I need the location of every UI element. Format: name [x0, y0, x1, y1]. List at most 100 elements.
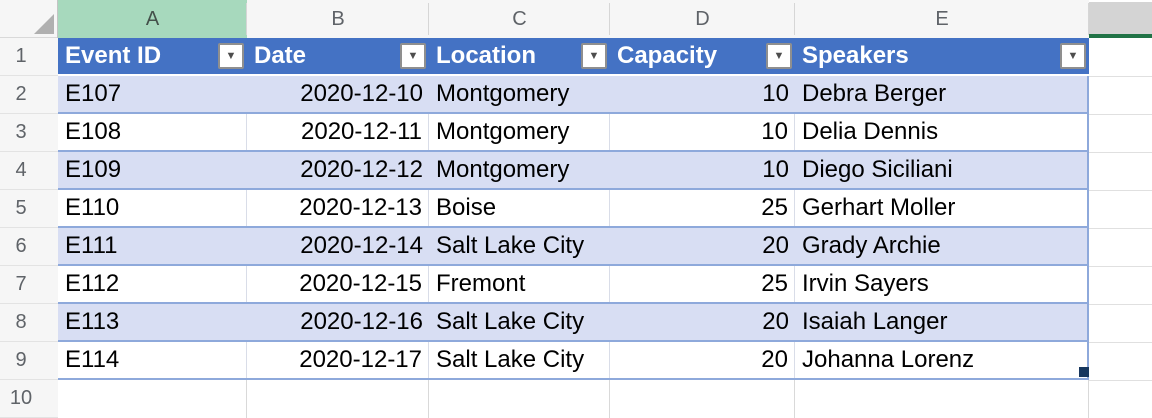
gridline [1089, 380, 1152, 381]
row-header-8[interactable]: 8 [0, 304, 58, 342]
column-header-B[interactable]: B [247, 0, 429, 38]
cell-A3[interactable]: E108 [58, 114, 247, 150]
gridline [1089, 342, 1152, 343]
cell-D7[interactable]: 25 [610, 266, 795, 302]
cell-C6[interactable]: Salt Lake City [436, 232, 585, 259]
table-row-2: E107 2020-12-10 Montgomery 10 Debra Berger [58, 76, 1089, 114]
cell-D8[interactable]: 20 [762, 308, 789, 335]
cell-A2[interactable]: E107 [65, 80, 122, 107]
row-header-6[interactable]: 6 [0, 228, 58, 266]
table-row-9: E114 2020-12-17 Salt Lake City 20 Johanna Lo… [58, 342, 1089, 380]
gridline [609, 380, 610, 418]
table-row-6: E111 2020-12-14 Salt Lake City 20 Grady Arch… [58, 228, 1089, 266]
cell-D9[interactable]: 20 [610, 342, 795, 378]
cell-E5[interactable]: Gerhart Moller [802, 194, 956, 221]
cell-B2[interactable]: 2020-12-10 [300, 80, 423, 107]
gridline [1088, 3, 1089, 35]
table-header-label: Speakers [802, 42, 909, 69]
cell-C4[interactable]: Montgomery [436, 156, 570, 183]
gridline [1089, 152, 1152, 153]
cell-C9[interactable]: Salt Lake City [429, 342, 610, 378]
cell-E7[interactable]: Irvin Sayers [802, 270, 929, 297]
cell-C2[interactable]: Montgomery [436, 80, 570, 107]
column-header-C[interactable]: C [429, 0, 610, 38]
table-row-3: E108 2020-12-11 Montgomery 10 Delia Dennis [58, 114, 1089, 152]
cell-B6[interactable]: 2020-12-14 [300, 232, 423, 259]
table-header-label: Date [254, 42, 307, 69]
row-header-4[interactable]: 4 [0, 152, 58, 190]
cell-C3[interactable]: Montgomery [429, 114, 610, 150]
table-row-7: E112 2020-12-15 Fremont 25 Irvin Sayers [58, 266, 1089, 304]
table-header-location[interactable]: Location ▼ [429, 38, 610, 76]
filter-button-capacity[interactable]: ▼ [766, 43, 792, 69]
cell-B4[interactable]: 2020-12-12 [300, 156, 423, 183]
cell-C7[interactable]: Fremont [429, 266, 610, 302]
cell-B5[interactable]: 2020-12-13 [247, 190, 429, 226]
gridline [246, 380, 247, 418]
cell-C5[interactable]: Boise [429, 190, 610, 226]
cell-D2[interactable]: 10 [762, 80, 789, 107]
row-header-1[interactable]: 1 [0, 38, 58, 76]
column-header-D[interactable]: D [610, 0, 795, 38]
gridline [1089, 114, 1152, 115]
table-row-8: E113 2020-12-16 Salt Lake City 20 Isaiah Lan… [58, 304, 1089, 342]
row-header-10[interactable]: 10 [0, 380, 58, 418]
cell-E3[interactable]: Delia Dennis [802, 118, 939, 145]
cell-B9[interactable]: 2020-12-17 [247, 342, 429, 378]
table-header-label: Capacity [617, 42, 718, 69]
cell-D5[interactable]: 25 [610, 190, 795, 226]
gridline [1089, 266, 1152, 267]
cell-E4[interactable]: Diego Siciliani [802, 156, 953, 183]
column-header-F[interactable] [1089, 2, 1152, 34]
select-all-icon [34, 14, 54, 34]
filter-button-speakers[interactable]: ▼ [1060, 43, 1086, 69]
cell-A7[interactable]: E112 [58, 266, 247, 302]
row-header-3[interactable]: 3 [0, 114, 58, 152]
cell-E9[interactable]: Johanna Lorenz [802, 346, 975, 373]
table-row-4: E109 2020-12-12 Montgomery 10 Diego Sicilian… [58, 152, 1089, 190]
active-cell-indicator [1089, 34, 1152, 38]
table-resize-handle[interactable] [1079, 367, 1089, 377]
row-header-9[interactable]: 9 [0, 342, 58, 380]
gridline [1089, 190, 1152, 191]
gridline [1089, 76, 1152, 77]
gridline [428, 3, 429, 35]
cell-D4[interactable]: 10 [762, 156, 789, 183]
gridline [609, 3, 610, 35]
cell-A4[interactable]: E109 [65, 156, 122, 183]
cell-A8[interactable]: E113 [65, 308, 120, 335]
filter-button-location[interactable]: ▼ [581, 43, 607, 69]
cell-A6[interactable]: E111 [65, 232, 118, 259]
filter-button-date[interactable]: ▼ [400, 43, 426, 69]
cell-E6[interactable]: Grady Archie [802, 232, 941, 259]
cell-C8[interactable]: Salt Lake City [436, 308, 585, 335]
row-header-5[interactable]: 5 [0, 190, 58, 228]
filter-dropdown-icon: ▼ [407, 49, 419, 62]
row-header-7[interactable]: 7 [0, 266, 58, 304]
column-header-A[interactable]: A [58, 0, 247, 38]
table-header-label: Location [436, 42, 536, 69]
cell-A5[interactable]: E110 [58, 190, 247, 226]
cell-B8[interactable]: 2020-12-16 [300, 308, 423, 335]
cell-E8[interactable]: Isaiah Langer [802, 308, 948, 335]
filter-dropdown-icon: ▼ [225, 49, 237, 62]
cell-E2[interactable]: Debra Berger [802, 80, 947, 107]
cell-D3[interactable]: 10 [610, 114, 795, 150]
table-header-speakers[interactable]: Speakers ▼ [795, 38, 1089, 76]
cell-D6[interactable]: 20 [762, 232, 789, 259]
table-right-border [1087, 76, 1089, 380]
row-header-2[interactable]: 2 [0, 76, 58, 114]
column-header-E[interactable]: E [795, 0, 1089, 38]
cell-A9[interactable]: E114 [58, 342, 247, 378]
gridline [246, 3, 247, 35]
cell-B7[interactable]: 2020-12-15 [247, 266, 429, 302]
table-header-capacity[interactable]: Capacity ▼ [610, 38, 795, 76]
filter-button-event-id[interactable]: ▼ [218, 43, 244, 69]
gridline [1088, 380, 1089, 418]
cell-B3[interactable]: 2020-12-11 [247, 114, 429, 150]
table-header-event-id[interactable]: Event ID ▼ [58, 38, 247, 76]
filter-dropdown-icon: ▼ [1067, 49, 1079, 62]
table-header-date[interactable]: Date ▼ [247, 38, 429, 76]
select-all-corner[interactable] [0, 0, 58, 38]
